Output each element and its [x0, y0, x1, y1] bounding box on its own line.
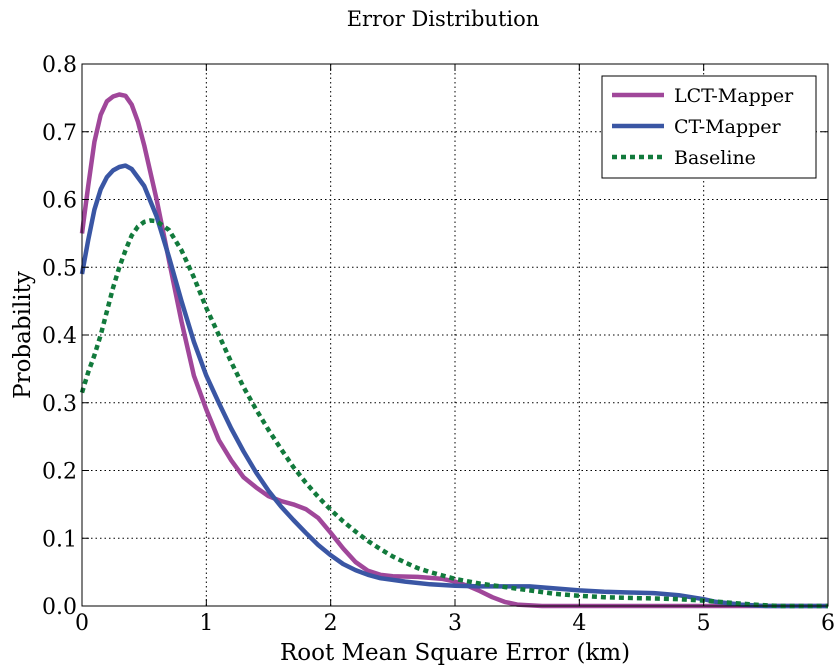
y-tick-label: 0.1	[42, 527, 77, 552]
legend: LCT-Mapper CT-Mapper Baseline	[601, 75, 817, 179]
x-tick-label: 0	[75, 611, 89, 636]
ticks: 0 1 2 3 4 5 6 0.0 0.1 0.2 0.3 0.4 0.5 0.6 0.7 0.8	[42, 53, 835, 636]
y-tick-label: 0.7	[42, 121, 77, 146]
x-tick-label: 3	[448, 611, 462, 636]
y-axis-label: Probability	[10, 271, 36, 399]
x-tick-label: 1	[199, 611, 213, 636]
legend-label: CT-Mapper	[674, 116, 782, 138]
y-tick-label: 0.0	[42, 595, 77, 620]
y-tick-label: 0.6	[42, 189, 77, 214]
x-axis-label: Root Mean Square Error (km)	[280, 640, 630, 666]
y-tick-label: 0.3	[42, 392, 77, 417]
x-tick-label: 4	[572, 611, 586, 636]
y-tick-label: 0.2	[42, 460, 77, 485]
x-tick-label: 2	[324, 611, 338, 636]
y-tick-label: 0.4	[42, 324, 77, 349]
legend-label: LCT-Mapper	[674, 85, 794, 107]
series-layer	[79, 92, 828, 609]
series-line-ct-mapper	[79, 163, 828, 609]
y-tick-label: 0.5	[42, 256, 77, 281]
legend-label: Baseline	[674, 147, 756, 169]
x-tick-label: 5	[697, 611, 711, 636]
series-line-lct-mapper	[79, 92, 828, 609]
x-tick-label: 6	[821, 611, 835, 636]
y-tick-label: 0.8	[42, 53, 77, 78]
series-line-baseline	[79, 218, 828, 609]
chart-title: Error Distribution	[347, 7, 540, 31]
